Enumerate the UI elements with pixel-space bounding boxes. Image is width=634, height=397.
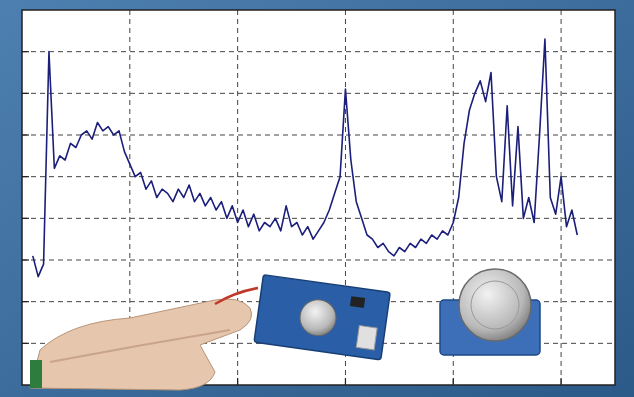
tick-y — [22, 259, 29, 260]
tick-y — [22, 218, 29, 219]
board — [254, 275, 390, 360]
chart — [0, 0, 634, 397]
grid-line-y — [22, 218, 615, 219]
tick-x — [453, 378, 454, 385]
sleeve — [30, 360, 42, 388]
wire — [215, 288, 258, 304]
hand-crease — [50, 330, 230, 362]
grid-line-y — [22, 51, 615, 52]
chip — [350, 296, 365, 308]
hand — [30, 299, 252, 390]
sensor-cap — [298, 297, 339, 338]
sensor-can — [459, 269, 531, 341]
tick-y — [22, 51, 29, 52]
grid-line-y — [22, 260, 615, 261]
sensor-illustration — [30, 269, 540, 390]
grid-line-x — [561, 10, 562, 385]
sensor-board — [254, 275, 390, 360]
grid-line-y — [22, 135, 615, 136]
tick-y — [22, 301, 29, 302]
tick-x — [560, 378, 561, 385]
tick-y — [22, 134, 29, 135]
tick-y — [22, 176, 29, 177]
tick-y — [22, 93, 29, 94]
series-group — [33, 39, 577, 277]
tick-x — [345, 378, 346, 385]
tick-x — [237, 378, 238, 385]
grid-line-y — [22, 176, 615, 177]
sensor-mesh — [471, 281, 519, 329]
tick-y — [22, 343, 29, 344]
signal-line — [33, 39, 577, 277]
pot — [356, 326, 377, 350]
grid-line-y — [22, 93, 615, 94]
background — [0, 0, 634, 397]
